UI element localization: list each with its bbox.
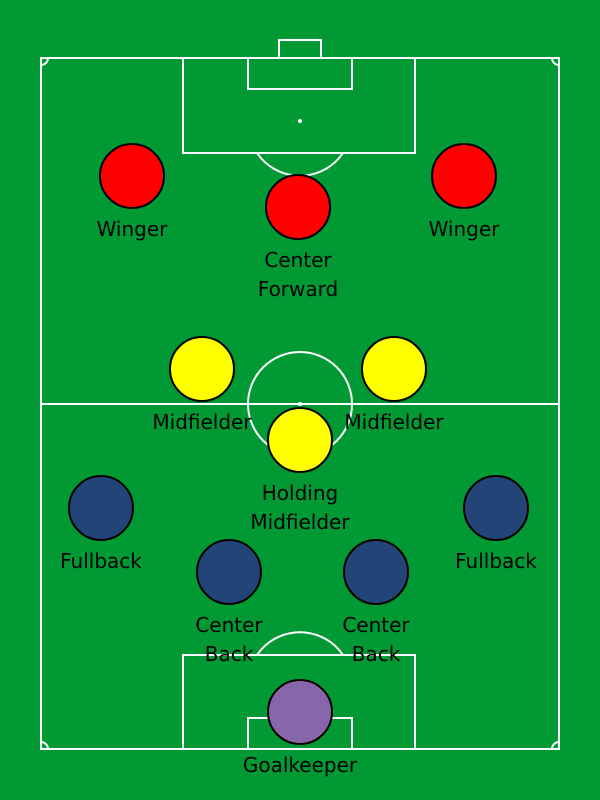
player-label: Fullback (455, 549, 537, 573)
player-label: Midfielder (250, 510, 350, 534)
player-marker (267, 407, 333, 473)
player-label: Midfielder (344, 410, 444, 434)
player-midfield: Holding Midfielder (250, 407, 350, 534)
player-defense: Center Back (342, 539, 410, 666)
corner-arc-top-right (551, 57, 560, 66)
player-forward: Center Forward (258, 174, 338, 301)
player-label: Goalkeeper (243, 753, 358, 777)
top-goal (278, 39, 322, 59)
player-marker (68, 475, 134, 541)
player-label: Back (352, 642, 401, 666)
top-penalty-spot (298, 119, 302, 123)
center-spot (298, 402, 302, 406)
player-defense: Fullback (60, 475, 142, 573)
player-marker (267, 679, 333, 745)
player-label: Forward (258, 277, 338, 301)
player-label: Back (205, 642, 254, 666)
player-label: Winger (97, 217, 169, 241)
player-label: Center (264, 248, 332, 272)
player-marker (463, 475, 529, 541)
bottom-penalty-arc (256, 631, 344, 656)
corner-arc-bottom-right (551, 741, 560, 750)
player-label: Holding (262, 481, 338, 505)
player-goalkeeper: Goalkeeper (243, 679, 358, 777)
player-marker (431, 143, 497, 209)
player-midfield: Midfielder (344, 336, 444, 434)
player-forward: Winger (97, 143, 169, 241)
player-marker (265, 174, 331, 240)
player-label: Winger (429, 217, 501, 241)
player-defense: Fullback (455, 475, 537, 573)
players: Winger Center Forward Winger Midfielder Midfi… (60, 143, 537, 777)
player-forward: Winger (429, 143, 501, 241)
player-defense: Center Back (195, 539, 263, 666)
corner-arc-top-left (40, 57, 49, 66)
player-label: Center (195, 613, 263, 637)
player-marker (169, 336, 235, 402)
player-label: Fullback (60, 549, 142, 573)
player-marker (196, 539, 262, 605)
pitch-markings (40, 39, 560, 750)
player-marker (343, 539, 409, 605)
player-label: Midfielder (152, 410, 252, 434)
player-marker (361, 336, 427, 402)
player-midfield: Midfielder (152, 336, 252, 434)
corner-arc-bottom-left (40, 741, 49, 750)
player-marker (99, 143, 165, 209)
player-label: Center (342, 613, 410, 637)
